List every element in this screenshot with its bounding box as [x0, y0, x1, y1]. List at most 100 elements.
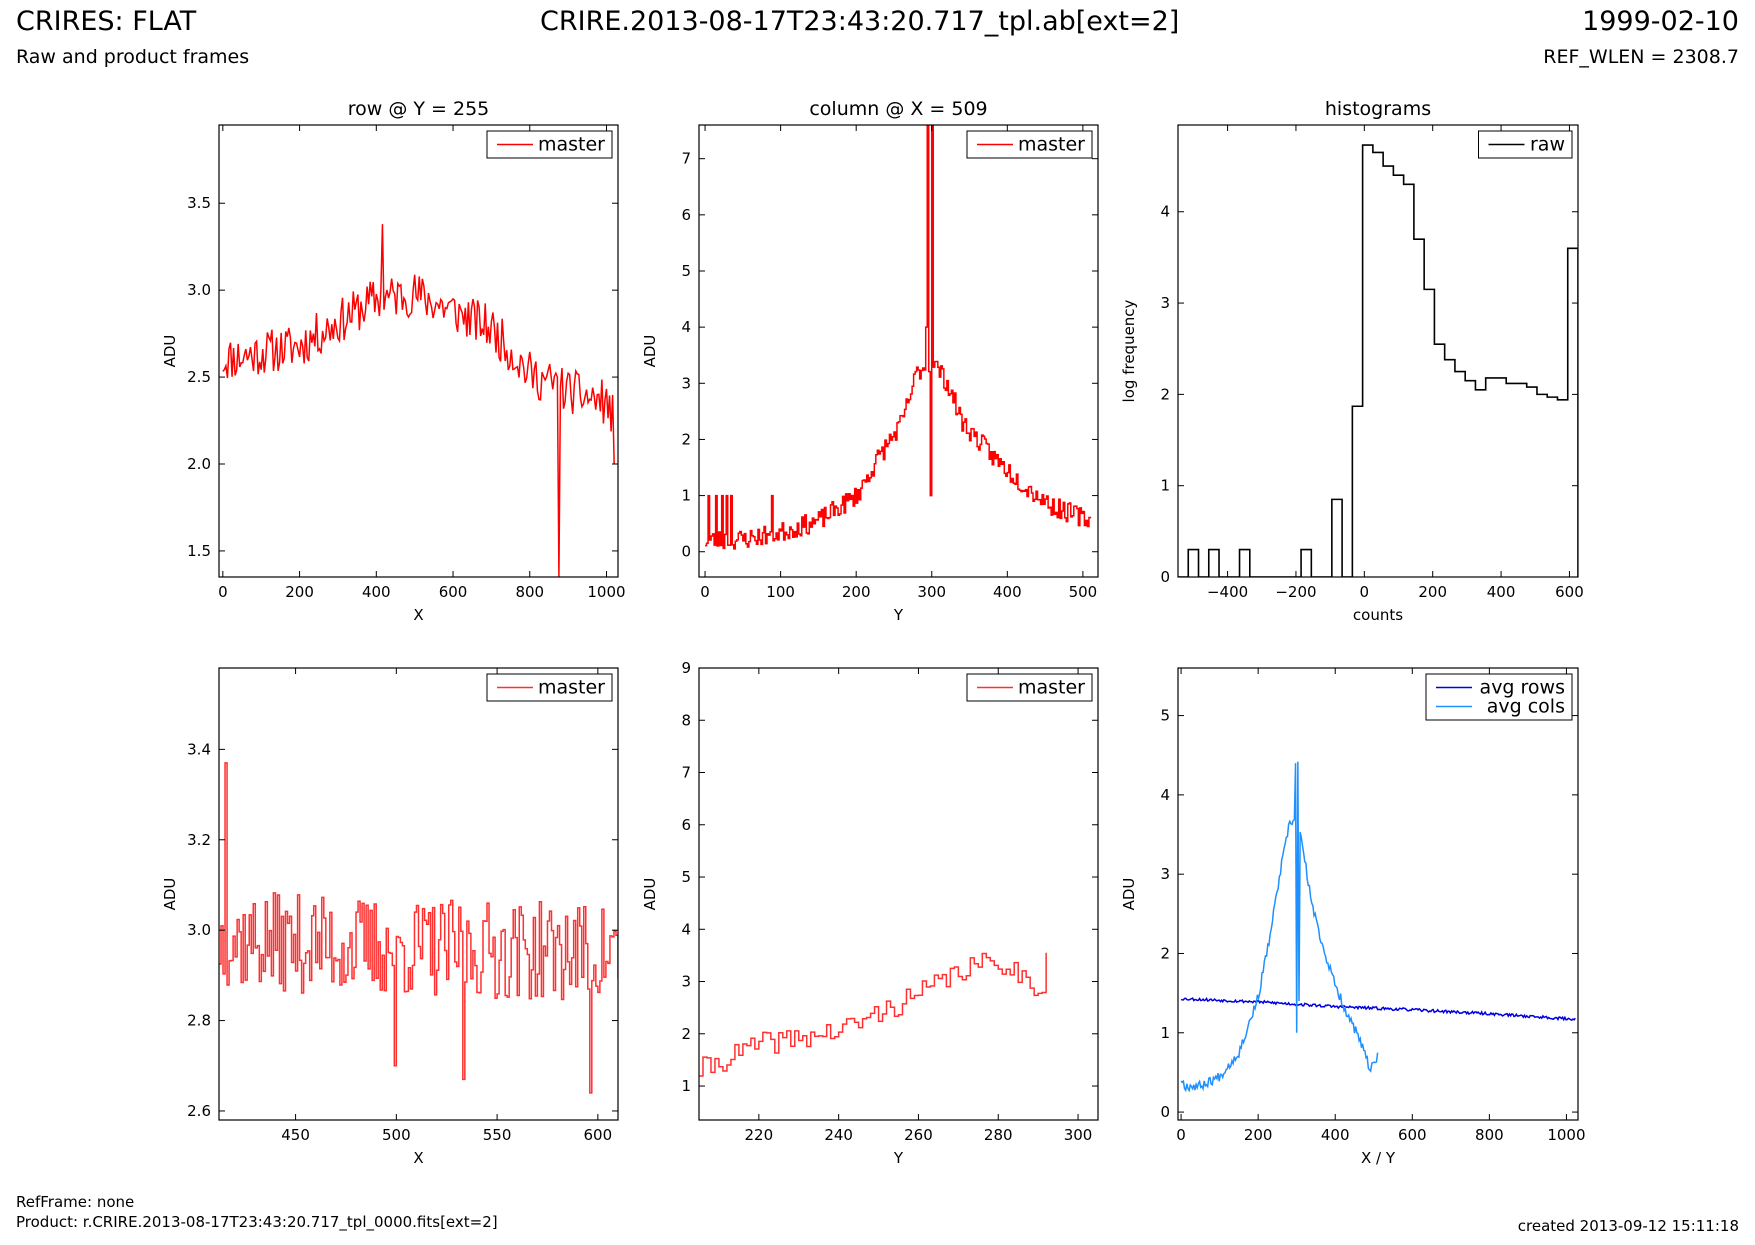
x-tick-label: 300 [917, 583, 946, 601]
histogram-bar [1301, 550, 1311, 577]
y-tick-label: 2 [681, 1025, 691, 1043]
histogram-bar [1496, 378, 1506, 577]
plot-area [1178, 144, 1578, 577]
y-axis-label: log frequency [1120, 299, 1138, 402]
y-tick-label: 2 [681, 430, 691, 448]
legend: raw [1478, 130, 1573, 159]
legend-label: master [538, 134, 605, 156]
file-title: CRIRE.2013-08-17T23:43:20.717_tpl.ab[ext… [540, 6, 1180, 37]
y-tick-label: 4 [681, 920, 691, 938]
series-line [1180, 997, 1576, 1022]
x-tick-label: 400 [362, 583, 391, 601]
x-tick-label: 550 [483, 1126, 512, 1144]
y-tick-label: 6 [681, 206, 691, 224]
chart-title: histograms [1325, 98, 1431, 120]
histogram-bar [1363, 145, 1373, 577]
y-tick-label: 3.0 [187, 281, 211, 299]
y-tick-label: 1.5 [187, 542, 211, 560]
x-tick-label: 450 [281, 1126, 310, 1144]
x-tick-label: 0 [1360, 583, 1370, 601]
histogram-bar [1516, 383, 1526, 577]
y-axis-label: ADU [641, 878, 659, 911]
legend: master [486, 130, 613, 159]
histogram-bar [1188, 550, 1198, 577]
histogram-bar [1486, 378, 1496, 577]
x-tick-label: 220 [745, 1126, 774, 1144]
histogram-bar [1383, 166, 1393, 577]
histogram-bar [1557, 400, 1567, 577]
legend: master [966, 673, 1093, 702]
plot-frame [218, 667, 619, 1121]
histogram-bar [1506, 383, 1516, 577]
x-axis-label: Y [893, 1149, 904, 1167]
y-tick-label: 3.0 [187, 921, 211, 939]
x-tick-label: 240 [824, 1126, 853, 1144]
x-tick-label: 500 [1069, 583, 1098, 601]
histogram-bar [1465, 381, 1475, 577]
series-line [699, 952, 1047, 1077]
x-axis-label: Y [893, 606, 904, 624]
y-tick-label: 4 [1160, 786, 1170, 804]
y-tick-label: 4 [1160, 203, 1170, 221]
histogram-bar [1455, 372, 1465, 577]
y-tick-label: 3 [1160, 865, 1170, 883]
histogram-bar [1568, 248, 1578, 577]
legend-label: master [1018, 134, 1085, 156]
series-line [1180, 761, 1379, 1093]
histogram-bar [1537, 394, 1547, 577]
page-subtitle: Raw and product frames [16, 46, 250, 68]
legend-label: avg rows [1480, 677, 1565, 699]
histogram-bar [1373, 152, 1383, 577]
y-tick-label: 1 [681, 487, 691, 505]
plot-area [705, 125, 1092, 550]
plot-frame [698, 667, 1099, 1121]
y-tick-label: 3.5 [187, 194, 211, 212]
plot-frame [218, 124, 619, 578]
legend-label: master [1018, 677, 1085, 699]
date-label: 1999-02-10 [1582, 6, 1739, 37]
plot-area [222, 224, 615, 577]
x-tick-label: 0 [218, 583, 228, 601]
x-tick-label: 280 [984, 1126, 1013, 1144]
legend-box [1425, 673, 1573, 721]
y-tick-label: 5 [1160, 707, 1170, 725]
y-axis-label: ADU [161, 878, 179, 911]
y-tick-label: 3.2 [187, 831, 211, 849]
chart-3: −400 −200 0 200 400 600 0 1 2 3 4 histograms counts l… [1120, 98, 1584, 624]
plot-area [219, 762, 618, 1094]
x-tick-label: 600 [584, 1126, 613, 1144]
x-tick-label: 400 [1321, 1126, 1350, 1144]
series-line [222, 224, 615, 577]
series-line [1178, 144, 1578, 577]
y-tick-label: 2.6 [187, 1102, 211, 1120]
x-tick-label: 500 [382, 1126, 411, 1144]
y-tick-label: 7 [681, 150, 691, 168]
x-tick-label: 600 [1555, 583, 1584, 601]
ref-frame-label: RefFrame: none [16, 1193, 135, 1211]
plot-area [699, 952, 1047, 1077]
x-tick-label: 200 [1418, 583, 1447, 601]
plot-frame [698, 124, 1099, 578]
chart-title: row @ Y = 255 [348, 98, 490, 120]
y-tick-label: 2.0 [187, 455, 211, 473]
page-title: CRIRES: FLAT [16, 6, 197, 37]
x-tick-label: 100 [766, 583, 795, 601]
y-tick-label: 2 [1160, 944, 1170, 962]
x-tick-label: 800 [1475, 1126, 1504, 1144]
x-tick-label: 1000 [587, 583, 625, 601]
x-axis-label: X [413, 606, 423, 624]
x-tick-label: 400 [1487, 583, 1516, 601]
legend: master [966, 130, 1093, 159]
y-tick-label: 8 [681, 711, 691, 729]
x-tick-label: 200 [1244, 1126, 1273, 1144]
x-tick-label: 1000 [1547, 1126, 1585, 1144]
x-axis-label: X [413, 1149, 423, 1167]
y-tick-label: 2.5 [187, 368, 211, 386]
y-tick-label: 4 [681, 318, 691, 336]
created-label: created 2013-09-12 15:11:18 [1517, 1217, 1739, 1235]
y-tick-label: 2.8 [187, 1012, 211, 1030]
x-tick-label: 800 [515, 583, 544, 601]
chart-title: column @ X = 509 [809, 98, 987, 120]
